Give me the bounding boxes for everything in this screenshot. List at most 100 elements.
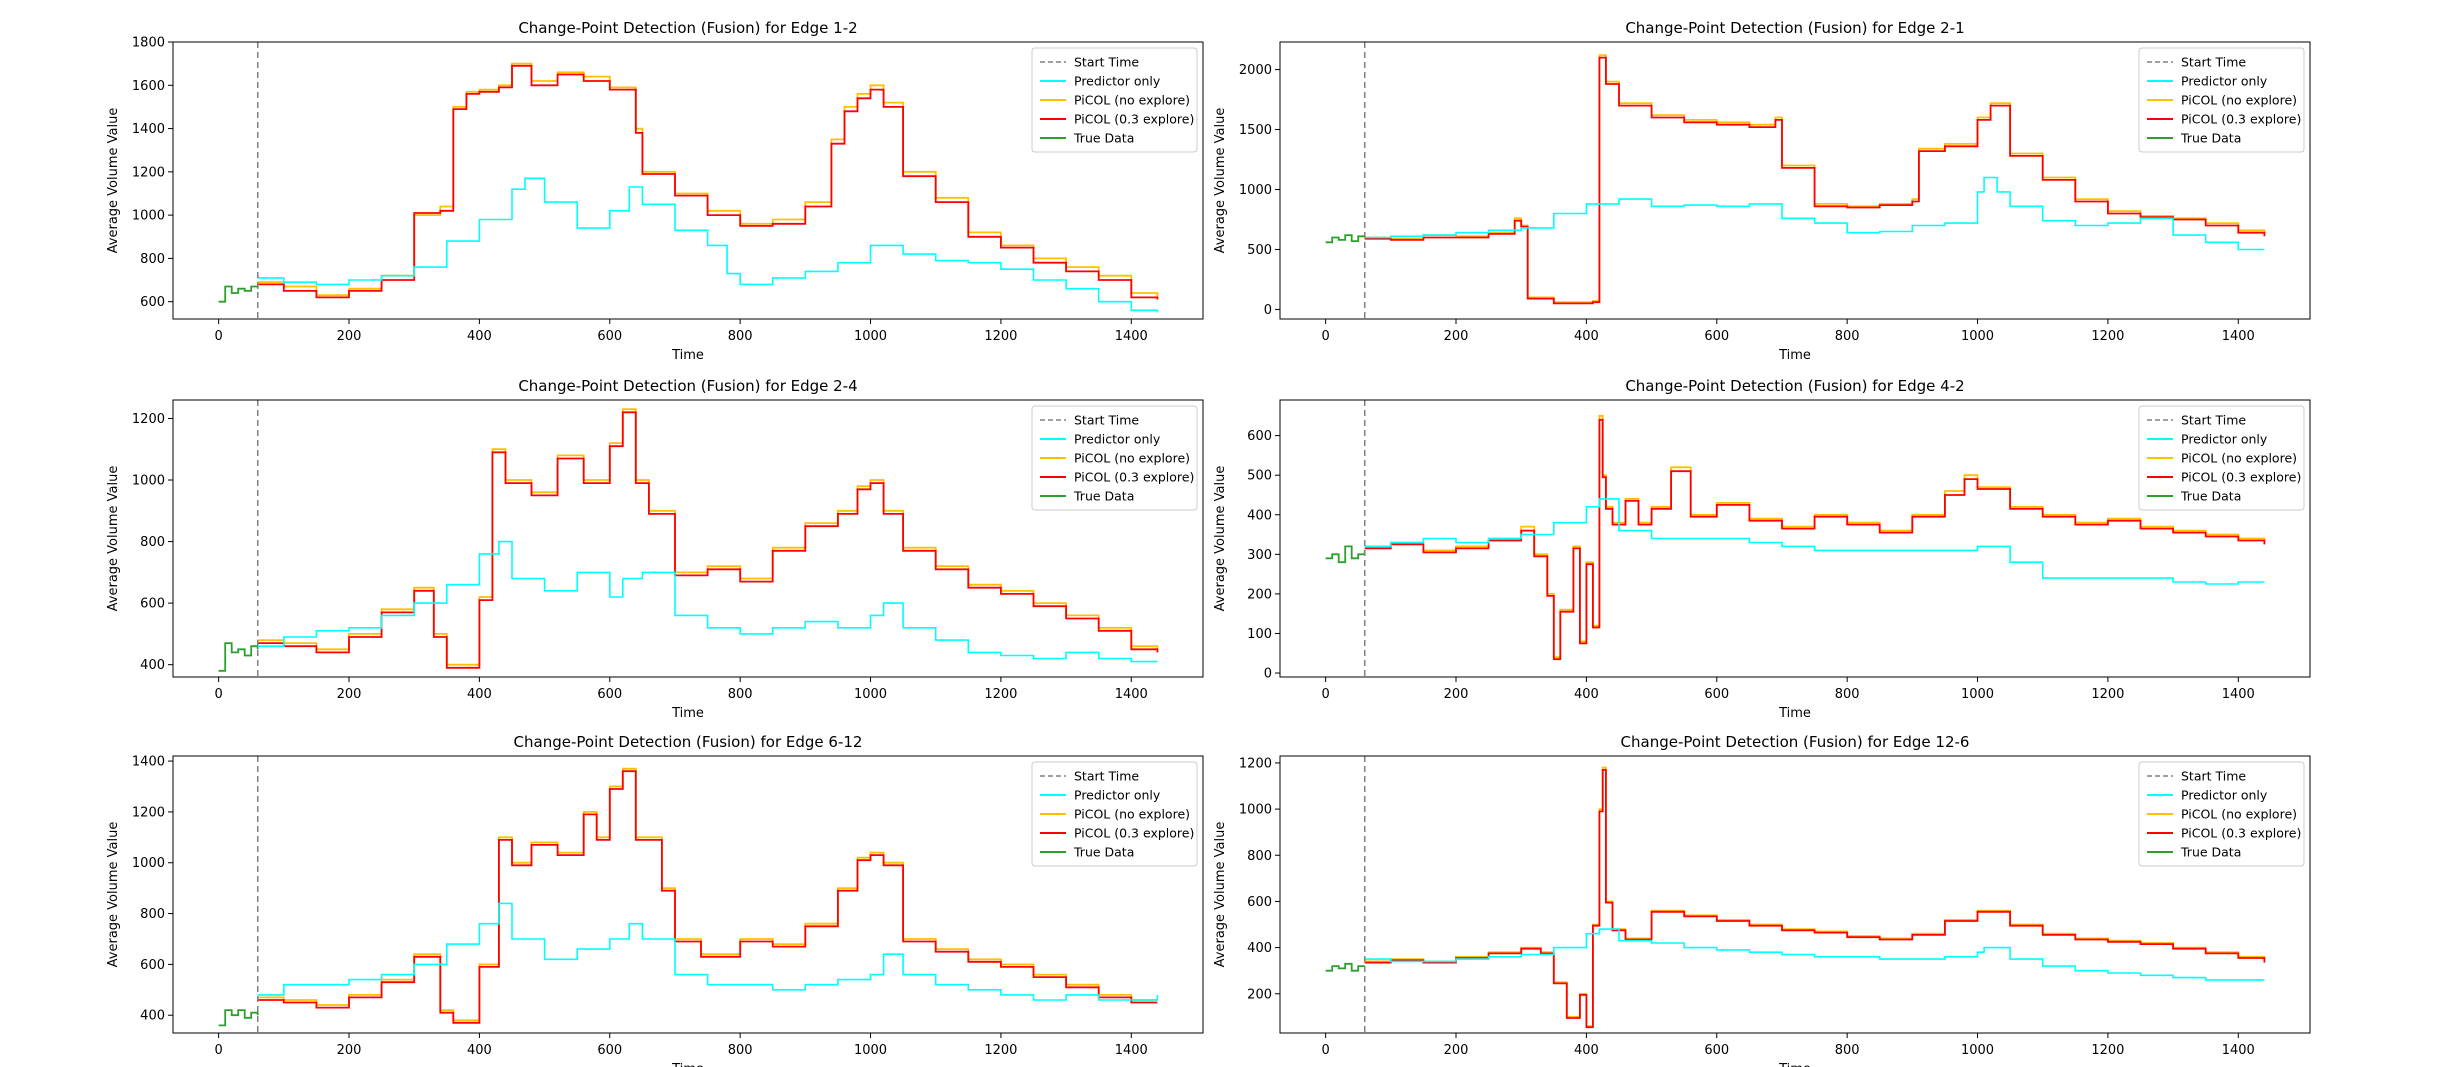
legend: Start Time Predictor only PiCOL (no explor… [2138,761,2305,867]
y-tick-label: 800 [140,252,165,267]
legend-label: Start Time [1074,55,1139,70]
x-axis-label: Time [671,1062,704,1067]
legend-label: Predictor only [1074,788,1161,803]
legend-label: PiCOL (0.3 explore) [2181,826,2301,841]
series-line-predictor-only [1364,928,2265,981]
legend-label: PiCOL (0.3 explore) [2181,470,2301,485]
legend-label: PiCOL (no explore) [1074,93,1190,108]
x-tick-label: 800 [1835,329,1860,344]
y-tick-label: 1000 [132,474,165,489]
x-tick-label: 800 [728,687,753,702]
x-tick-label: 1400 [1115,687,1148,702]
y-tick-label: 400 [140,658,165,673]
legend-label: True Data [1073,131,1134,146]
y-axis-label: Average Volume Value [1213,108,1228,254]
series-line-predictor-only [257,902,1159,1001]
legend-label: Predictor only [1074,74,1161,89]
x-tick-label: 400 [1574,329,1599,344]
x-tick-label: 200 [1444,329,1469,344]
x-tick-label: 0 [1321,329,1329,344]
legend: Start Time Predictor only PiCOL (no explor… [1031,761,1198,867]
x-tick-label: 1200 [984,687,1017,702]
axes-frame [172,399,1204,678]
legend-label: PiCOL (0.3 explore) [2181,112,2301,127]
y-axis-label: Average Volume Value [1213,466,1228,612]
x-tick-label: 800 [728,329,753,344]
y-tick-label: 100 [1247,627,1272,642]
chart-panel: Change-Point Detection (Fusion) for Edge… [1213,733,2311,1067]
y-tick-label: 400 [140,1009,165,1024]
x-tick-label: 1400 [1115,329,1148,344]
x-tick-label: 400 [467,1043,492,1058]
legend-box [1031,761,1198,867]
y-tick-label: 600 [140,295,165,310]
chart-panel: Change-Point Detection (Fusion) for Edge… [1213,377,2311,721]
y-tick-label: 300 [1247,548,1272,563]
y-axis-label: Average Volume Value [106,108,121,254]
plot-area [1325,766,2266,1029]
x-tick-label: 200 [1444,1043,1469,1058]
x-tick-label: 1400 [2222,1043,2255,1058]
series-line-picol-no-explore [1364,414,2266,659]
y-tick-label: 400 [1247,508,1272,523]
x-tick-label: 0 [214,687,222,702]
y-axis-label: Average Volume Value [106,466,121,612]
series-line-true-data [1325,545,1366,564]
x-tick-label: 800 [1835,687,1860,702]
y-tick-label: 400 [1247,941,1272,956]
legend-label: Predictor only [2181,74,2268,89]
plot-area [218,62,1159,313]
y-tick-label: 600 [1247,429,1272,444]
series-line-true-data [1325,234,1366,244]
legend-box [2138,761,2305,867]
series-line-picol-0-3-explore [257,411,1159,669]
legend-label: PiCOL (no explore) [2181,451,2297,466]
series-line-true-data [218,285,259,303]
legend-label: Start Time [2181,413,2246,428]
series-line-picol-0-3-explore [257,64,1159,300]
x-tick-label: 400 [1574,687,1599,702]
legend-label: Predictor only [2181,432,2268,447]
x-tick-label: 0 [1321,1043,1329,1058]
x-axis-label: Time [1778,348,1811,363]
series-line-picol-no-explore [1364,766,2266,1027]
y-tick-label: 1000 [132,209,165,224]
y-tick-label: 600 [1247,895,1272,910]
y-tick-label: 800 [140,535,165,550]
chart-title: Change-Point Detection (Fusion) for Edge… [518,377,857,395]
x-tick-label: 1000 [854,1043,887,1058]
x-tick-label: 1000 [854,329,887,344]
legend: Start Time Predictor only PiCOL (no explor… [1031,47,1198,153]
x-tick-label: 0 [214,329,222,344]
plot-area [1325,414,2266,661]
series-line-true-data [1325,962,1365,972]
x-axis-label: Time [1778,706,1811,721]
x-tick-label: 200 [1444,687,1469,702]
chart-title: Change-Point Detection (Fusion) for Edge… [518,19,857,37]
y-tick-label: 1600 [132,79,165,94]
x-axis-label: Time [671,706,704,721]
legend-label: PiCOL (0.3 explore) [1074,112,1194,127]
y-tick-label: 800 [140,907,165,922]
series-line-predictor-only [257,540,1158,663]
y-tick-label: 1200 [132,805,165,820]
chart-title: Change-Point Detection (Fusion) for Edge… [1621,733,1970,751]
y-tick-label: 0 [1264,667,1272,682]
y-tick-label: 1800 [132,36,165,51]
plot-area [218,408,1159,672]
x-tick-label: 0 [214,1043,222,1058]
x-tick-label: 400 [1574,1043,1599,1058]
axes-frame [1279,41,2311,320]
legend-box [1031,405,1198,511]
legend-label: True Data [1073,845,1134,860]
y-tick-label: 800 [1247,849,1272,864]
series-line-picol-0-3-explore [1364,418,2266,661]
series-line-true-data [218,642,259,672]
legend: Start Time Predictor only PiCOL (no explor… [1031,405,1198,511]
axes-frame [1279,755,2311,1034]
x-tick-label: 0 [1321,687,1329,702]
x-tick-label: 1400 [1115,1043,1148,1058]
chart-title: Change-Point Detection (Fusion) for Edge… [1625,19,1964,37]
x-tick-label: 1000 [1961,687,1994,702]
legend: Start Time Predictor only PiCOL (no explor… [2138,47,2305,153]
